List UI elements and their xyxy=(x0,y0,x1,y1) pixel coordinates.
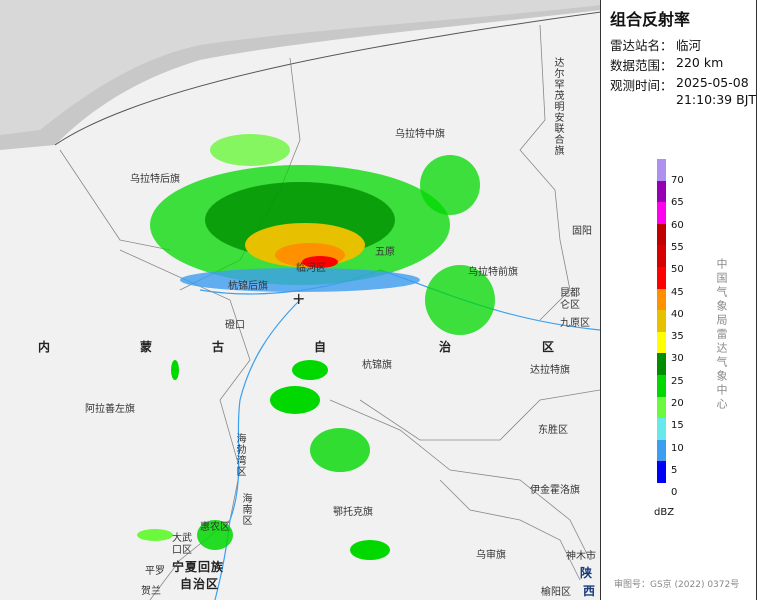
map-label: 临河区 xyxy=(296,263,326,274)
legend-tick: 25 xyxy=(671,375,684,387)
legend-tick: 40 xyxy=(671,308,684,320)
legend-unit: dBZ xyxy=(654,507,675,518)
organization-label: 中国气象局雷达气象中心 xyxy=(715,258,728,412)
time-label: 观测时间： xyxy=(610,78,673,93)
legend-tick: 70 xyxy=(671,175,684,186)
map-label: 乌拉特中旗 xyxy=(395,129,445,140)
station-label: 雷达站名： xyxy=(610,38,673,53)
legend-tick: 30 xyxy=(671,353,684,365)
station-row: 雷达站名： 临河 xyxy=(610,35,701,54)
legend-swatch xyxy=(657,310,666,332)
map-label: 伊金霍洛旗 xyxy=(530,485,580,496)
region-label: 宁夏回族 xyxy=(172,560,225,574)
map-label: 乌审旗 xyxy=(476,550,506,561)
map-label: 九原区 xyxy=(560,318,590,329)
map-label: 五原 xyxy=(375,247,395,258)
region-label: 内 xyxy=(38,340,52,354)
map-label: 惠农区 xyxy=(200,522,230,533)
map-label: 贺兰 xyxy=(141,586,161,597)
legend-swatch xyxy=(657,461,666,483)
legend-tick: 65 xyxy=(671,197,684,209)
color-legend xyxy=(657,159,666,483)
map-label: 神木市 xyxy=(566,551,596,562)
range-row: 数据范围： 220 km xyxy=(610,55,723,74)
map-label: 杭锦后旗 xyxy=(228,281,268,292)
legend-swatch xyxy=(657,374,666,397)
map-background xyxy=(0,0,600,600)
map-label: 达尔罕茂明安联合旗 xyxy=(552,57,563,156)
radar-echoes xyxy=(137,134,495,560)
legend-tick: 15 xyxy=(671,420,684,432)
radar-site-marker: + xyxy=(292,289,306,308)
range-label: 数据范围： xyxy=(610,58,673,73)
legend-swatch xyxy=(657,159,666,181)
legend-tick: 55 xyxy=(671,241,684,253)
product-title: 组合反射率 xyxy=(610,10,691,29)
legend-tick: 50 xyxy=(671,264,684,276)
map-label: 阿拉善左旗 xyxy=(85,404,135,415)
legend-swatch xyxy=(657,353,666,375)
legend-swatch xyxy=(657,180,666,203)
legend-swatch xyxy=(657,202,666,224)
legend-swatch xyxy=(657,266,666,289)
map-label: 乌拉特后旗 xyxy=(130,174,180,185)
region-label: 蒙 xyxy=(140,340,154,354)
region-label: 古 xyxy=(212,340,226,354)
info-panel: 组合反射率 雷达站名： 临河 数据范围： 220 km 观测时间： 2025-05-0… xyxy=(601,0,757,600)
legend-tick: 35 xyxy=(671,331,684,343)
map-label: 固阳 xyxy=(572,226,592,237)
legend-swatch xyxy=(657,396,666,419)
map-label: 平罗 xyxy=(145,566,165,577)
region-label: 区 xyxy=(542,340,556,354)
legend-swatch xyxy=(657,223,666,246)
legend-tick: 10 xyxy=(671,442,684,454)
legend-swatch xyxy=(657,439,666,462)
map-label: 榆阳区 xyxy=(541,587,571,598)
map-label: 东胜区 xyxy=(538,425,568,436)
legend-tick: 20 xyxy=(671,398,684,409)
legend-tick: 5 xyxy=(671,464,678,476)
region-label: 自治区 xyxy=(180,577,220,591)
region-label: 陕 xyxy=(580,566,594,580)
region-label: 西 xyxy=(583,584,597,598)
map-label: 磴口 xyxy=(225,320,245,331)
region-label: 自 xyxy=(314,340,328,354)
map-label: 昆都仑区 xyxy=(560,288,580,311)
legend-swatch xyxy=(657,288,666,311)
date-value: 2025-05-08 xyxy=(676,75,749,90)
map-label: 鄂托克旗 xyxy=(333,507,373,518)
region-label: 治 xyxy=(439,340,453,354)
map-label: 乌拉特前旗 xyxy=(468,267,518,278)
legend-swatch xyxy=(657,331,666,354)
legend-tick: 60 xyxy=(671,219,684,231)
legend-swatch xyxy=(657,418,666,440)
legend-tick: 45 xyxy=(671,286,684,298)
radar-map[interactable]: + 乌拉特中旗 乌拉特后旗 达尔罕茂明安联合旗 固阳 五原 乌拉特前旗 昆都仑区… xyxy=(0,0,601,600)
legend-swatch xyxy=(657,245,666,267)
range-value: 220 km xyxy=(676,55,724,70)
time-value: 21:10:39 BJT xyxy=(676,92,757,107)
map-approval-number: 审图号：GS京 (2022) 0372号 xyxy=(614,580,740,590)
station-value: 临河 xyxy=(676,38,702,53)
map-label: 大武口区 xyxy=(172,533,192,556)
map-label: 海勃湾区 xyxy=(234,433,245,477)
map-label: 达拉特旗 xyxy=(530,365,570,376)
map-label: 杭锦旗 xyxy=(362,360,392,371)
legend-tick: 0 xyxy=(671,487,678,499)
map-label: 海南区 xyxy=(240,493,251,526)
time-row: 观测时间： 2025-05-08 xyxy=(610,75,749,94)
